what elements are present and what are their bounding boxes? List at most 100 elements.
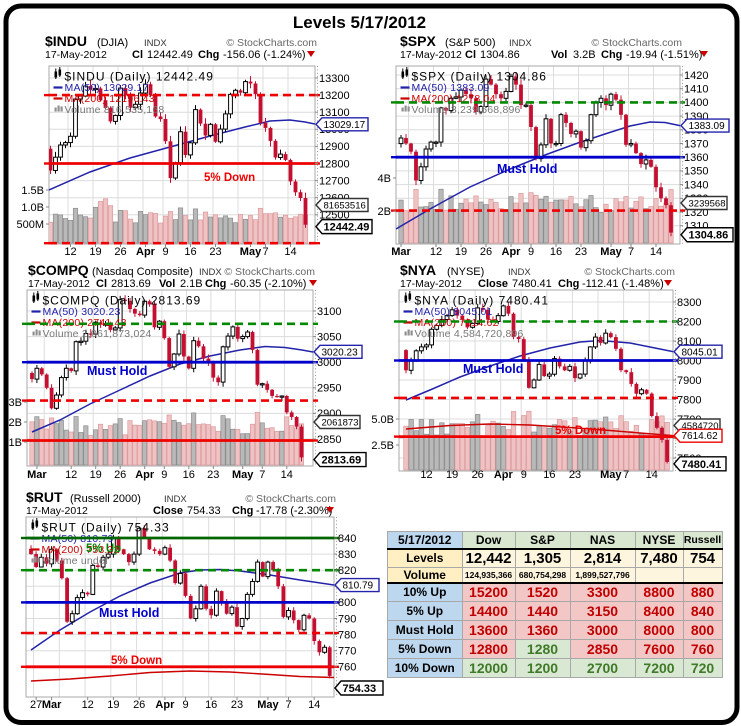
svg-text:Apr: Apr (155, 699, 175, 711)
svg-text:2061873: 2061873 (322, 417, 359, 428)
svg-text:5% Down: 5% Down (204, 172, 255, 184)
svg-text:7900: 7900 (677, 375, 701, 387)
svg-text:13100: 13100 (319, 107, 350, 119)
svg-text:9: 9 (162, 246, 168, 258)
svg-text:26: 26 (133, 699, 145, 711)
svg-text:INDX: INDX (144, 38, 167, 49)
svg-text:Chg: Chg (601, 49, 622, 61)
svg-text:Apr: Apr (136, 246, 156, 258)
svg-text:760: 760 (338, 662, 356, 674)
svg-text:1410: 1410 (684, 84, 708, 96)
svg-text:7480.41: 7480.41 (682, 459, 722, 471)
svg-text:1420: 1420 (684, 70, 708, 82)
svg-text:3000: 3000 (317, 357, 341, 369)
svg-text:7800: 7800 (677, 394, 701, 406)
svg-text:12: 12 (64, 246, 76, 258)
svg-text:810.79: 810.79 (343, 581, 374, 592)
svg-text:3B: 3B (9, 397, 22, 409)
svg-text:12442.49: 12442.49 (324, 222, 370, 234)
svg-text:12: 12 (420, 469, 432, 481)
svg-text:12: 12 (65, 469, 77, 481)
svg-text:MA(200) 753.32: MA(200) 753.32 (42, 544, 120, 556)
svg-text:7: 7 (628, 246, 634, 258)
svg-text:4584720: 4584720 (682, 421, 719, 432)
svg-text:$INDU (Daily) 12442.49: $INDU (Daily) 12442.49 (65, 69, 214, 83)
svg-text:23: 23 (569, 469, 581, 481)
svg-text:830: 830 (338, 549, 356, 561)
svg-text:May: May (257, 699, 279, 711)
svg-text:INDX: INDX (508, 267, 531, 278)
svg-text:Mar: Mar (27, 469, 47, 481)
svg-text:14: 14 (646, 469, 658, 481)
svg-text:17-May-2012: 17-May-2012 (400, 49, 462, 61)
svg-text:3100: 3100 (317, 306, 341, 318)
svg-text:19: 19 (107, 699, 119, 711)
svg-text:Volume 2,061,873,024: Volume 2,061,873,024 (43, 328, 152, 340)
svg-text:Close: Close (478, 278, 508, 290)
svg-text:$COMPQ (Daily) 2813.69: $COMPQ (Daily) 2813.69 (43, 293, 202, 307)
svg-text:2813.69: 2813.69 (322, 455, 362, 467)
svg-text:23: 23 (575, 246, 587, 258)
svg-text:© StockCharts.com: © StockCharts.com (584, 266, 675, 278)
svg-text:4B: 4B (378, 173, 391, 185)
svg-text:7614.62: 7614.62 (682, 431, 719, 442)
svg-text:19: 19 (90, 469, 102, 481)
svg-text:26: 26 (114, 246, 126, 258)
svg-text:Cl: Cl (465, 49, 476, 61)
svg-text:1340: 1340 (684, 179, 708, 191)
svg-text:27: 27 (30, 699, 42, 711)
svg-text:12442.49: 12442.49 (147, 49, 193, 61)
svg-text:9: 9 (521, 469, 527, 481)
svg-text:(NYSE): (NYSE) (447, 266, 484, 278)
svg-text:5% Down: 5% Down (555, 425, 606, 437)
svg-text:Cl: Cl (96, 278, 107, 290)
svg-text:3020.23: 3020.23 (322, 347, 359, 358)
svg-text:Must Hold: Must Hold (463, 362, 523, 376)
svg-text:8300: 8300 (677, 297, 701, 309)
svg-text:MA(50) 8045.01: MA(50) 8045.01 (415, 306, 493, 318)
svg-text:INDX: INDX (164, 494, 187, 505)
svg-text:17-May-2012: 17-May-2012 (26, 505, 88, 517)
svg-text:2813.69: 2813.69 (111, 278, 151, 290)
svg-text:19: 19 (89, 246, 101, 258)
svg-text:$RUT (Daily) 754.33: $RUT (Daily) 754.33 (42, 520, 170, 534)
svg-text:780: 780 (338, 629, 356, 641)
svg-text:13300: 13300 (319, 73, 350, 85)
svg-text:5% Down: 5% Down (111, 655, 162, 667)
svg-text:19: 19 (455, 246, 467, 258)
svg-text:26: 26 (114, 469, 126, 481)
svg-text:7: 7 (259, 469, 265, 481)
svg-text:17-May-2012: 17-May-2012 (28, 278, 90, 290)
svg-text:1.0B: 1.0B (21, 202, 44, 214)
svg-text:© StockCharts.com: © StockCharts.com (224, 266, 315, 278)
svg-text:26: 26 (472, 469, 484, 481)
svg-text:Apr: Apr (502, 246, 522, 258)
svg-text:MA(50) 13029.17: MA(50) 13029.17 (65, 82, 149, 94)
svg-text:Mar: Mar (42, 699, 62, 711)
svg-text:Volume 816,535,168: Volume 816,535,168 (65, 104, 165, 116)
svg-text:2B: 2B (9, 417, 22, 429)
svg-text:Chg: Chg (558, 278, 579, 290)
svg-text:23: 23 (209, 246, 221, 258)
svg-text:© StockCharts.com: © StockCharts.com (591, 37, 682, 49)
svg-text:MA(50) 3020.23: MA(50) 3020.23 (43, 306, 121, 318)
svg-text:17-May-2012: 17-May-2012 (400, 278, 462, 290)
svg-text:$SPX (Daily) 1304.86: $SPX (Daily) 1304.86 (412, 69, 547, 83)
svg-text:$SPX: $SPX (400, 33, 436, 49)
svg-text:26: 26 (480, 246, 492, 258)
svg-text:Must Hold: Must Hold (99, 606, 159, 620)
svg-text:9: 9 (182, 699, 188, 711)
svg-text:13029.17: 13029.17 (324, 120, 366, 131)
svg-text:12900: 12900 (319, 141, 350, 153)
svg-text:81653516: 81653516 (324, 200, 366, 211)
svg-text:Chg: Chg (198, 49, 219, 61)
svg-text:820: 820 (338, 565, 356, 577)
svg-text:May: May (240, 246, 262, 258)
svg-text:12: 12 (430, 246, 442, 258)
svg-text:2B: 2B (378, 206, 391, 218)
svg-text:$NYA (Daily) 7480.41: $NYA (Daily) 7480.41 (415, 293, 550, 307)
svg-text:14: 14 (281, 469, 293, 481)
svg-text:1370: 1370 (684, 138, 708, 150)
svg-text:Apr: Apr (135, 469, 155, 481)
svg-text:16: 16 (550, 246, 562, 258)
